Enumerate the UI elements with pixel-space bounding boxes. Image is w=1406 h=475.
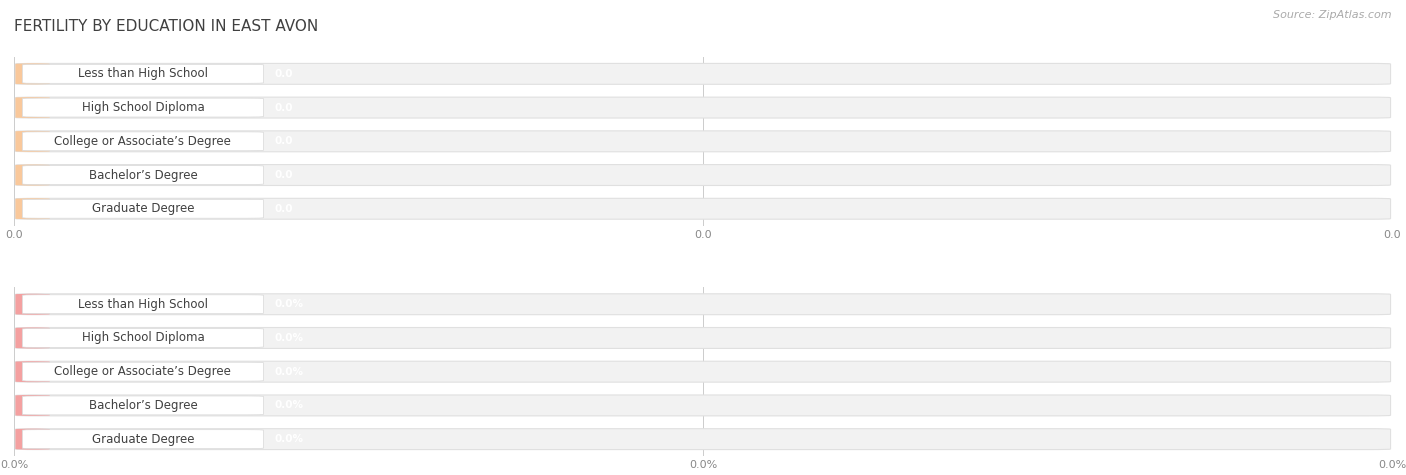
FancyBboxPatch shape <box>15 395 1391 416</box>
Text: 0.0%: 0.0% <box>274 400 304 410</box>
Text: Bachelor’s Degree: Bachelor’s Degree <box>89 399 197 412</box>
Text: 0.0: 0.0 <box>274 103 292 113</box>
FancyBboxPatch shape <box>22 430 263 448</box>
FancyBboxPatch shape <box>15 131 1391 152</box>
FancyBboxPatch shape <box>15 97 49 118</box>
FancyBboxPatch shape <box>22 65 263 83</box>
Text: College or Associate’s Degree: College or Associate’s Degree <box>55 365 232 378</box>
FancyBboxPatch shape <box>22 329 263 347</box>
Text: 0.0%: 0.0% <box>274 434 304 444</box>
Text: Graduate Degree: Graduate Degree <box>91 202 194 215</box>
FancyBboxPatch shape <box>15 294 1391 315</box>
Text: Source: ZipAtlas.com: Source: ZipAtlas.com <box>1274 10 1392 19</box>
FancyBboxPatch shape <box>15 361 49 382</box>
FancyBboxPatch shape <box>15 327 1391 349</box>
FancyBboxPatch shape <box>22 98 263 117</box>
FancyBboxPatch shape <box>15 164 1391 186</box>
FancyBboxPatch shape <box>22 166 263 184</box>
Text: 0.0: 0.0 <box>274 136 292 146</box>
Text: Less than High School: Less than High School <box>77 67 208 80</box>
FancyBboxPatch shape <box>15 294 49 315</box>
Text: 0.0: 0.0 <box>274 69 292 79</box>
Text: 0.0%: 0.0% <box>274 367 304 377</box>
Text: Bachelor’s Degree: Bachelor’s Degree <box>89 169 197 181</box>
Text: Less than High School: Less than High School <box>77 298 208 311</box>
FancyBboxPatch shape <box>22 295 263 314</box>
Text: FERTILITY BY EDUCATION IN EAST AVON: FERTILITY BY EDUCATION IN EAST AVON <box>14 19 318 34</box>
Text: 0.0%: 0.0% <box>274 299 304 309</box>
FancyBboxPatch shape <box>15 131 49 152</box>
FancyBboxPatch shape <box>15 97 1391 118</box>
FancyBboxPatch shape <box>15 63 49 85</box>
FancyBboxPatch shape <box>15 395 49 416</box>
FancyBboxPatch shape <box>22 396 263 415</box>
FancyBboxPatch shape <box>22 200 263 218</box>
FancyBboxPatch shape <box>15 327 49 349</box>
FancyBboxPatch shape <box>15 428 49 450</box>
Text: College or Associate’s Degree: College or Associate’s Degree <box>55 135 232 148</box>
Text: 0.0%: 0.0% <box>274 333 304 343</box>
FancyBboxPatch shape <box>15 63 1391 85</box>
FancyBboxPatch shape <box>15 428 1391 450</box>
FancyBboxPatch shape <box>15 164 49 186</box>
Text: High School Diploma: High School Diploma <box>82 101 204 114</box>
Text: High School Diploma: High School Diploma <box>82 332 204 344</box>
FancyBboxPatch shape <box>15 198 49 219</box>
Text: 0.0: 0.0 <box>274 204 292 214</box>
Text: 0.0: 0.0 <box>274 170 292 180</box>
FancyBboxPatch shape <box>22 132 263 151</box>
Text: Graduate Degree: Graduate Degree <box>91 433 194 446</box>
FancyBboxPatch shape <box>15 198 1391 219</box>
FancyBboxPatch shape <box>15 361 1391 382</box>
FancyBboxPatch shape <box>22 362 263 381</box>
